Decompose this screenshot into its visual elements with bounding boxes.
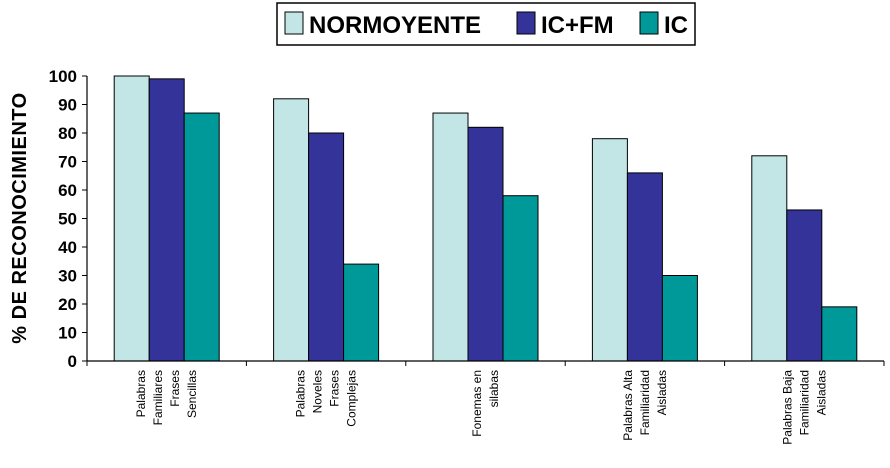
- y-tick-label: 50: [58, 210, 77, 229]
- bar-ic-fm: [626, 172, 663, 362]
- y-tick-label: 60: [58, 181, 77, 200]
- y-tick-label: 80: [58, 124, 77, 143]
- axes: [86, 76, 885, 366]
- x-tick-label: silabas: [487, 370, 501, 407]
- bar-normoyente: [751, 155, 788, 362]
- bars: [113, 75, 858, 362]
- legend-label-normoyente: NORMOYENTE: [309, 12, 481, 39]
- bar-ic: [502, 195, 539, 362]
- legend: NORMOYENTE IC+FM IC: [276, 2, 696, 46]
- bar-ic: [183, 112, 220, 362]
- x-tick-label: Complejas: [345, 370, 359, 427]
- y-tick-label: 70: [58, 153, 77, 172]
- bar-normoyente: [273, 98, 310, 362]
- x-tick-label: Familiares: [151, 370, 165, 425]
- x-tick-label: Frases: [328, 370, 342, 407]
- legend-label-ic: IC: [664, 12, 688, 39]
- x-tick-label: Familiaridad: [797, 370, 811, 435]
- x-tick-label: Aisladas: [814, 370, 828, 415]
- legend-swatch-ic-fm: [516, 11, 536, 35]
- y-tick-label: 100: [49, 67, 77, 86]
- x-tick-label: Palabras Baja: [780, 370, 794, 445]
- y-tick-label: 40: [58, 238, 77, 257]
- bar-normoyente: [432, 112, 469, 362]
- bar-ic-fm: [467, 126, 504, 362]
- y-axis-label: % DE RECONOCIMIENTO: [9, 92, 31, 343]
- legend-swatch-normoyente: [284, 11, 304, 35]
- y-tick-label: 10: [58, 324, 77, 343]
- bar-ic-fm: [786, 209, 823, 362]
- y-tick-label: 0: [68, 352, 77, 371]
- bar-ic: [661, 275, 698, 362]
- x-tick-label: Noveles: [311, 370, 325, 413]
- x-tick-label: Familiaridad: [638, 370, 652, 435]
- x-tick-label: Aisladas: [655, 370, 669, 415]
- legend-swatch-ic: [639, 11, 659, 35]
- x-tick-label: Frases: [168, 370, 182, 407]
- legend-box: [276, 2, 696, 46]
- bar-normoyente: [591, 138, 628, 362]
- bar-ic: [821, 306, 858, 362]
- y-axis-ticks: 0 10 20 30 40 50 60 70 80 90 100: [49, 67, 87, 371]
- y-tick-label: 20: [58, 295, 77, 314]
- x-tick-label: Sencillas: [185, 370, 199, 418]
- x-tick-label: Palabras Alta: [621, 370, 635, 441]
- bar-ic-fm: [148, 78, 185, 362]
- x-tick-label: Palabras: [294, 370, 308, 417]
- x-axis-ticks: Palabras Familiares Frases Sencillas Palabra…: [134, 370, 828, 445]
- x-tick-label: Palabras: [134, 370, 148, 417]
- x-tick-label: Fonemas en: [470, 370, 484, 437]
- bar-normoyente: [113, 75, 150, 362]
- bar-ic-fm: [308, 132, 345, 362]
- bar-ic: [343, 263, 380, 362]
- y-tick-label: 30: [58, 267, 77, 286]
- y-tick-label: 90: [58, 96, 77, 115]
- legend-label-ic-fm: IC+FM: [541, 12, 614, 39]
